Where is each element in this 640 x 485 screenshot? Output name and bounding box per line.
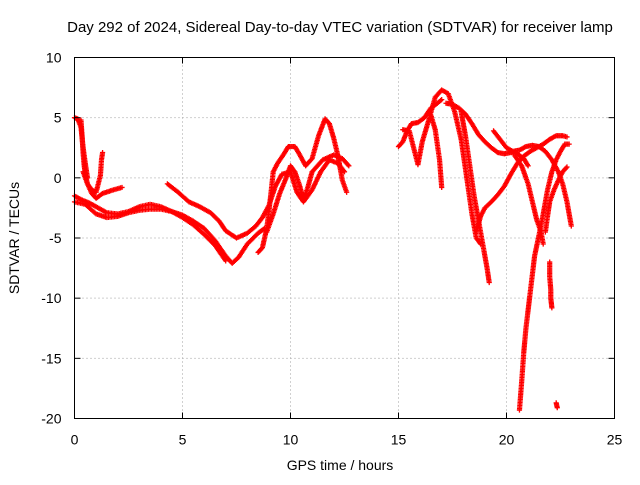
data-point-marker xyxy=(525,163,531,169)
series-arc-02 xyxy=(71,193,268,266)
data-point-marker xyxy=(564,134,570,140)
series-arc-20 xyxy=(553,400,560,411)
x-tick-label: 0 xyxy=(71,432,79,448)
series-arc-03 xyxy=(71,199,229,264)
x-tick-label: 5 xyxy=(179,432,187,448)
series-arc-16 xyxy=(516,141,572,413)
series-arc-15 xyxy=(490,128,574,229)
series-arc-13 xyxy=(458,109,492,286)
series-arc-14 xyxy=(473,133,570,235)
series-arc-10 xyxy=(400,87,484,247)
data-point-marker xyxy=(345,162,351,168)
data-point-marker xyxy=(344,189,350,195)
axis-ticks: 0 5 10 15 20 25 10 5 0 -5 -10 -15 -20 xyxy=(41,50,622,448)
y-tick-label: 10 xyxy=(46,50,62,66)
data-point-marker xyxy=(346,163,352,169)
x-tick-label: 10 xyxy=(283,432,299,448)
y-tick-label: -10 xyxy=(41,290,61,306)
grid xyxy=(74,57,615,419)
data-point-marker xyxy=(439,184,445,191)
data-point-marker xyxy=(119,184,125,191)
data-point-marker xyxy=(554,405,560,411)
data-point-marker xyxy=(540,241,546,247)
y-tick-label: 0 xyxy=(54,170,62,186)
data-point-marker xyxy=(223,258,229,264)
y-tick-label: -20 xyxy=(41,411,61,427)
data-point-marker xyxy=(438,97,444,104)
data-point-marker xyxy=(99,149,106,156)
series-arc-07 xyxy=(255,116,350,256)
series-arc-17 xyxy=(512,153,546,247)
x-tick-label: 15 xyxy=(391,432,407,448)
data-point-marker xyxy=(549,305,555,311)
chart-title: Day 292 of 2024, Sidereal Day-to-day VTE… xyxy=(67,19,613,36)
series-arc-05 xyxy=(78,117,106,195)
data-point-marker xyxy=(439,97,445,103)
data-point-marker xyxy=(564,164,570,170)
y-tick-label: 5 xyxy=(54,110,62,126)
series-arc-08 xyxy=(264,152,352,235)
data-point-marker xyxy=(486,279,492,286)
data-point-marker xyxy=(568,223,574,229)
y-tick-label: -15 xyxy=(41,350,61,366)
x-tick-label: 20 xyxy=(499,432,515,448)
y-axis-label: SDTVAR / TECUs xyxy=(6,182,22,294)
series-arc-19 xyxy=(547,259,555,311)
x-tick-label: 25 xyxy=(607,432,623,448)
series-arc-18 xyxy=(542,164,570,235)
y-tick-label: -5 xyxy=(49,230,62,246)
data-point-marker xyxy=(566,141,572,147)
data-series xyxy=(71,87,574,413)
series-arc-06 xyxy=(164,157,348,241)
x-axis-label: GPS time / hours xyxy=(287,457,394,473)
data-point-marker xyxy=(563,165,569,171)
series-arc-11 xyxy=(428,112,445,191)
